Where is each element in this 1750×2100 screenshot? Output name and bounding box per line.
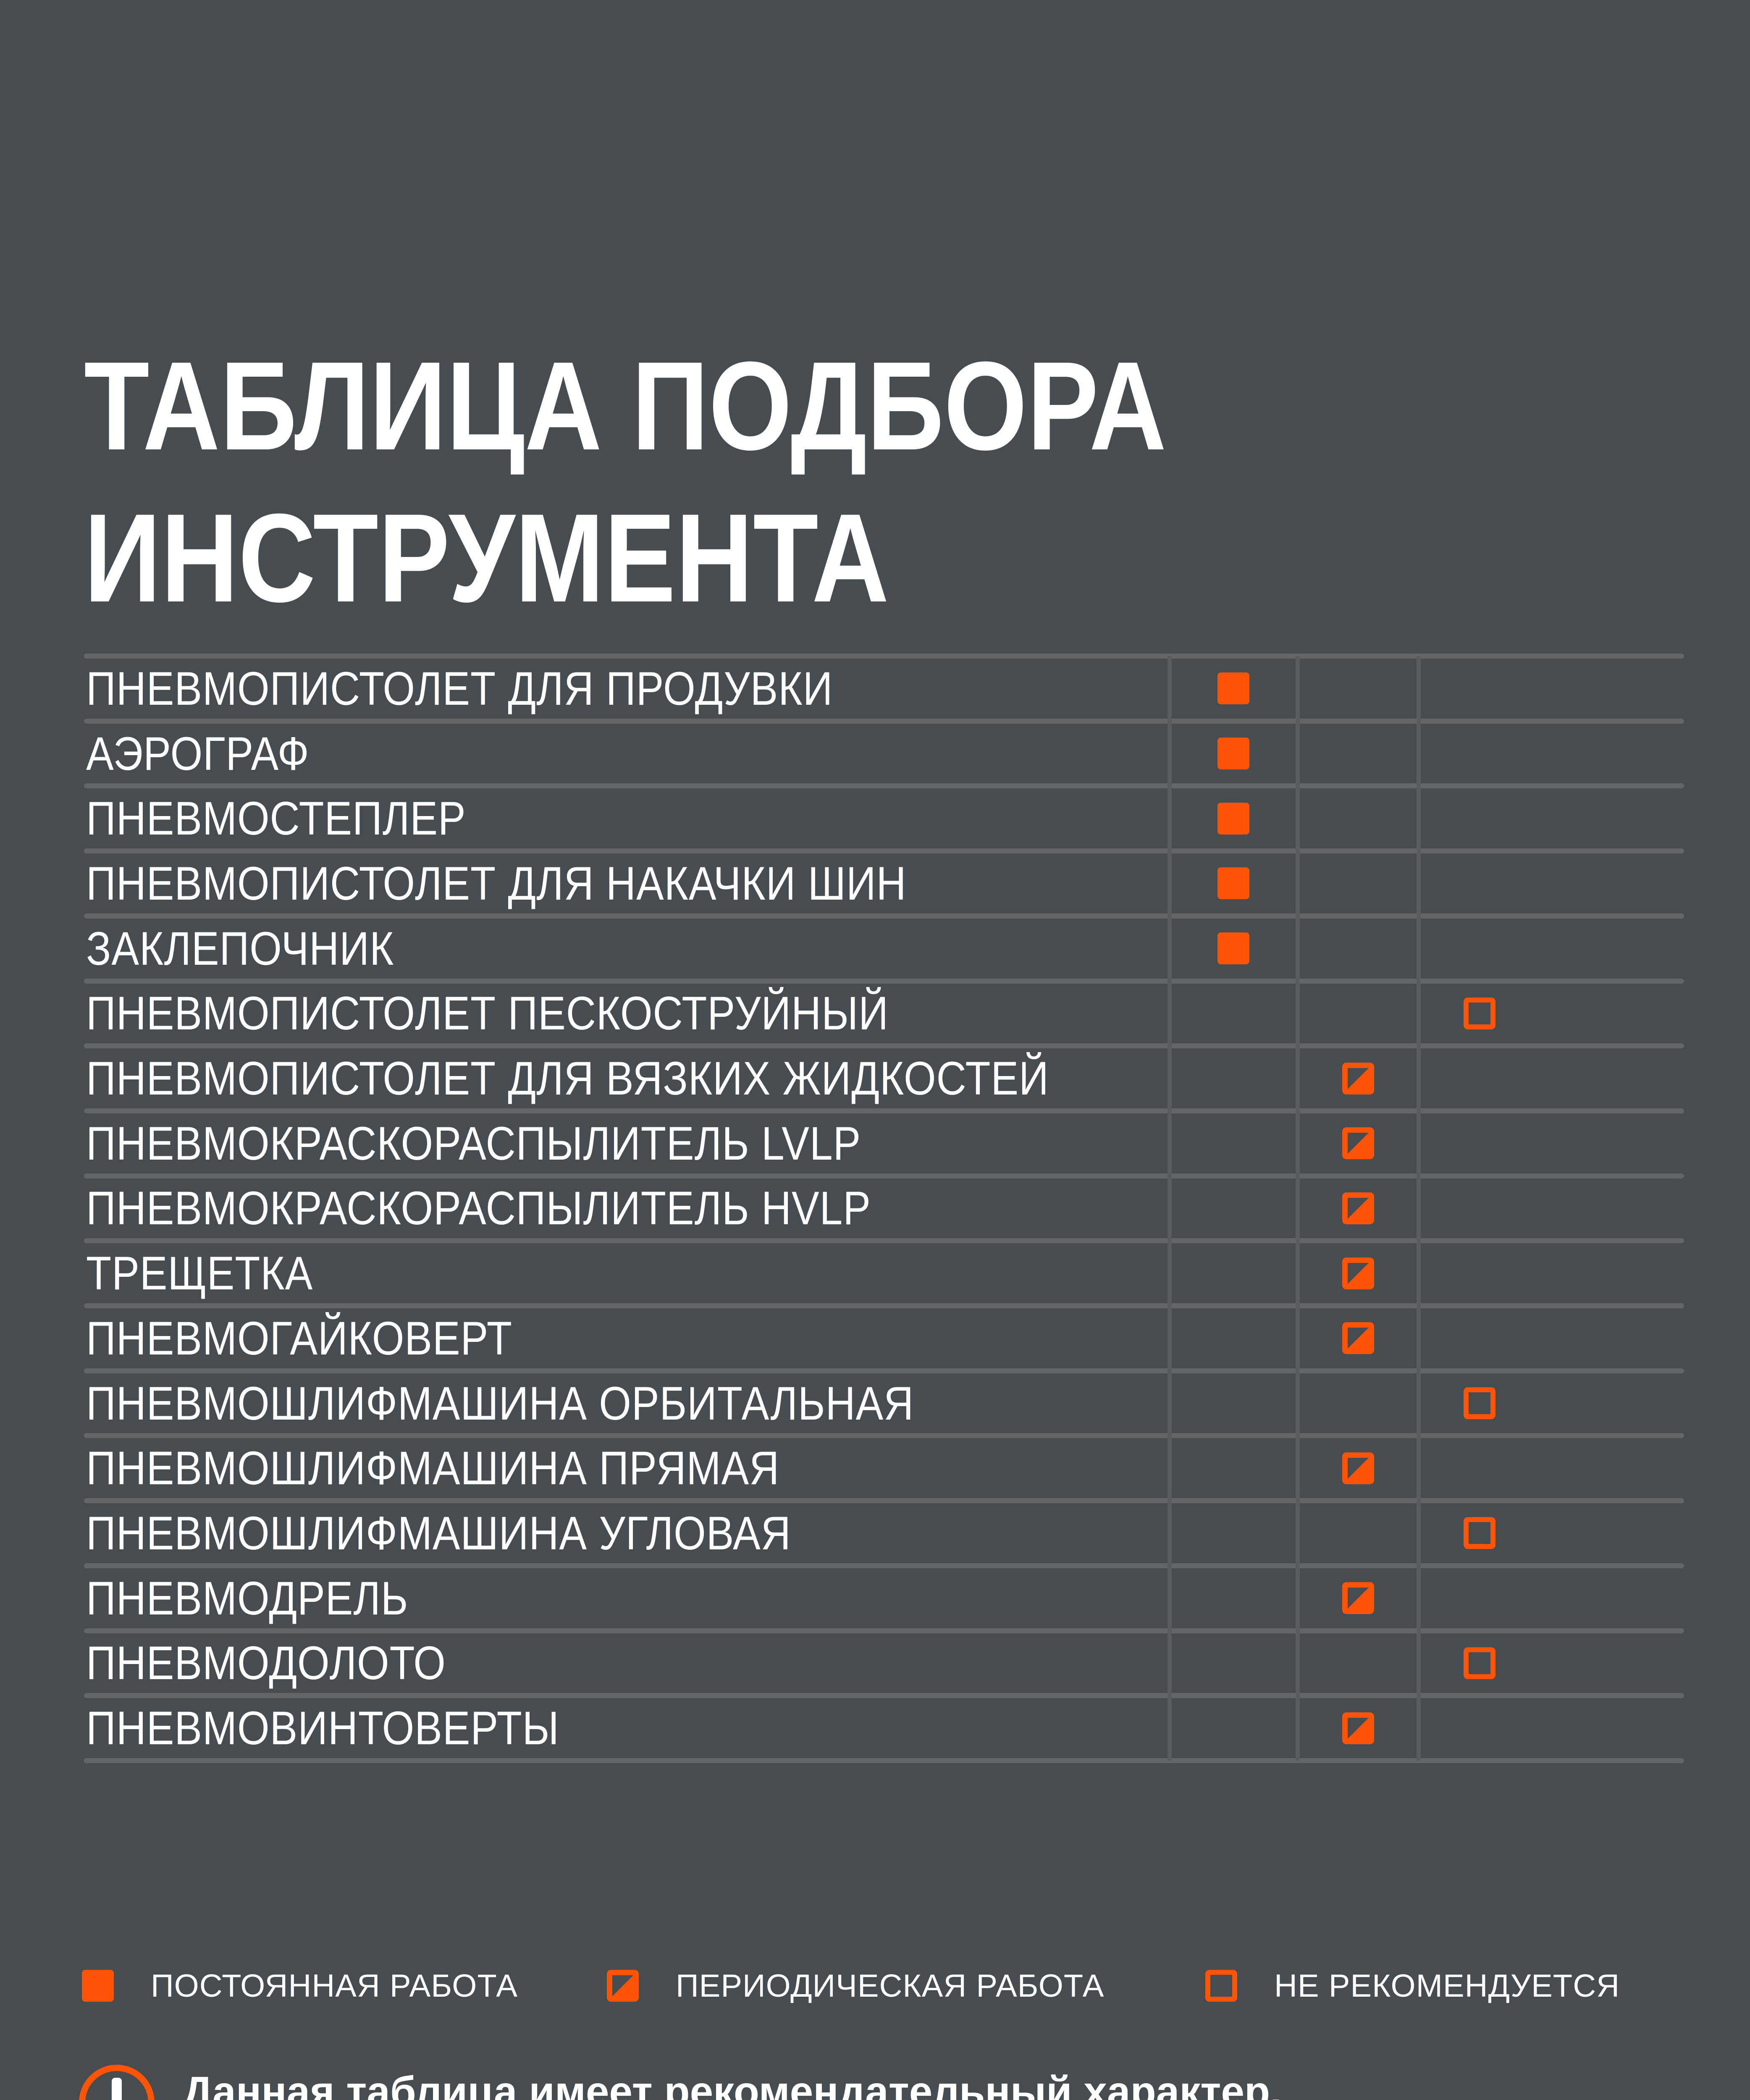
outline-square-icon xyxy=(1205,1970,1237,2002)
filled-square-icon xyxy=(1217,672,1249,705)
table-row: ПНЕВМОДОЛОТО xyxy=(84,1633,1684,1693)
row-separator-line xyxy=(84,913,1684,919)
row-separator-line xyxy=(84,718,1684,724)
tool-name-label: АЭРОГРАФ xyxy=(86,727,310,780)
table-row: ПНЕВМОШЛИФМАШИНА УГЛОВАЯ xyxy=(84,1503,1684,1563)
tool-name-label: ПНЕВМОПИСТОЛЕТ ПЕСКОСТРУЙНЫЙ xyxy=(86,987,889,1040)
row-separator-line xyxy=(84,783,1684,789)
table-row: ПНЕВМОКРАСКОРАСПЫЛИТЕЛЬ HVLP xyxy=(84,1179,1684,1239)
tool-name-label: ПНЕВМОШЛИФМАШИНА УГЛОВАЯ xyxy=(86,1507,791,1559)
tool-name-label: ПНЕВМОШЛИФМАШИНА ОРБИТАЛЬНАЯ xyxy=(86,1377,914,1430)
outline-square-icon xyxy=(1464,1517,1496,1549)
tool-name-label: ПНЕВМОКРАСКОРАСПЫЛИТЕЛЬ HVLP xyxy=(86,1182,871,1235)
note-text: Данная таблица имеет рекомендательный ха… xyxy=(183,2070,1493,2100)
tool-name-label: ПНЕВМОКРАСКОРАСПЫЛИТЕЛЬ LVLP xyxy=(86,1117,861,1170)
outline-square-icon xyxy=(1464,1647,1496,1679)
half-filled-square-icon xyxy=(1342,1192,1374,1224)
row-separator-line xyxy=(84,1368,1684,1373)
row-separator-line xyxy=(84,1173,1684,1179)
table-row: ПНЕВМОПИСТОЛЕТ ДЛЯ ПРОДУВКИ xyxy=(84,659,1684,719)
legend-item: НЕ РЕКОМЕНДУЕТСЯ xyxy=(1205,1968,1620,2004)
table-row: ТРЕЩЕТКА xyxy=(84,1243,1684,1303)
half-filled-square-icon xyxy=(1342,1257,1374,1289)
table-row: ПНЕВМОГАЙКОВЕРТ xyxy=(84,1308,1684,1368)
table-row: ПНЕВМОДРЕЛЬ xyxy=(84,1568,1684,1628)
tool-name-label: ЗАКЛЕПОЧНИК xyxy=(86,922,394,975)
legend-label: ПЕРИОДИЧЕСКАЯ РАБОТА xyxy=(676,1968,1105,2004)
column-separator-line xyxy=(1168,656,1172,1761)
table-row: ПНЕВМОШЛИФМАШИНА ОРБИТАЛЬНАЯ xyxy=(84,1373,1684,1433)
tool-name-label: ПНЕВМОДОЛОТО xyxy=(86,1637,446,1690)
half-filled-square-icon xyxy=(1342,1127,1374,1160)
half-filled-square-icon xyxy=(1342,1582,1374,1614)
table-row: ПНЕВМОПИСТОЛЕТ ДЛЯ НАКАЧКИ ШИН xyxy=(84,853,1684,914)
table-row: АЭРОГРАФ xyxy=(84,724,1684,784)
tool-name-label: ПНЕВМОДРЕЛЬ xyxy=(86,1572,409,1625)
row-separator-line xyxy=(84,1498,1684,1504)
row-separator-line xyxy=(84,978,1684,984)
column-separator-line xyxy=(1417,656,1421,1761)
outline-square-icon xyxy=(1464,1387,1496,1420)
table-row: ПНЕВМОШЛИФМАШИНА ПРЯМАЯ xyxy=(84,1438,1684,1498)
row-separator-line xyxy=(84,1433,1684,1438)
tool-name-label: ПНЕВМОПИСТОЛЕТ ДЛЯ ВЯЗКИХ ЖИДКОСТЕЙ xyxy=(86,1052,1049,1105)
tool-name-label: ПНЕВМОШЛИФМАШИНА ПРЯМАЯ xyxy=(86,1442,780,1495)
row-separator-line xyxy=(84,848,1684,854)
tool-selection-table: ПНЕВМОПИСТОЛЕТ ДЛЯ ПРОДУВКИ АЭРОГРАФ ПНЕВМ… xyxy=(84,654,1684,1763)
row-separator-line xyxy=(84,654,1684,659)
exclamation-stem xyxy=(112,2078,122,2100)
filled-square-icon xyxy=(1217,867,1249,900)
tool-name-label: ПНЕВМОПИСТОЛЕТ ДЛЯ ПРОДУВКИ xyxy=(86,662,833,715)
table-row: ПНЕВМОКРАСКОРАСПЫЛИТЕЛЬ LVLP xyxy=(84,1113,1684,1173)
page-title-line2: ИНСТРУМЕНТА xyxy=(84,487,889,628)
filled-square-icon xyxy=(1217,932,1249,965)
row-separator-line xyxy=(84,1693,1684,1698)
half-filled-square-icon xyxy=(1342,1712,1374,1744)
exclamation-circle-icon xyxy=(79,2065,155,2100)
page-title-line1: ТАБЛИЦА ПОДБОРА xyxy=(84,335,1167,476)
page-title: ТАБЛИЦА ПОДБОРА ИНСТРУМЕНТА xyxy=(84,330,1167,634)
note-line1: Данная таблица имеет рекомендательный ха… xyxy=(183,2068,1282,2100)
row-separator-line xyxy=(84,1563,1684,1568)
table-row: ЗАКЛЕПОЧНИК xyxy=(84,919,1684,979)
table-row: ПНЕВМОПИСТОЛЕТ ДЛЯ ВЯЗКИХ ЖИДКОСТЕЙ xyxy=(84,1048,1684,1108)
tool-name-label: ТРЕЩЕТКА xyxy=(86,1247,313,1300)
filled-square-icon xyxy=(1217,802,1249,835)
legend-label: ПОСТОЯННАЯ РАБОТА xyxy=(151,1968,518,2004)
table-row: ПНЕВМОПИСТОЛЕТ ПЕСКОСТРУЙНЫЙ xyxy=(84,984,1684,1044)
half-filled-square-icon xyxy=(1342,1452,1374,1484)
legend-item: ПОСТОЯННАЯ РАБОТА xyxy=(82,1968,518,2004)
row-separator-line xyxy=(84,1043,1684,1049)
half-filled-square-icon xyxy=(607,1970,639,2002)
filled-square-icon xyxy=(82,1970,114,2002)
outline-square-icon xyxy=(1464,997,1496,1029)
table-row: ПНЕВМОВИНТОВЕРТЫ xyxy=(84,1698,1684,1758)
row-separator-line xyxy=(84,1303,1684,1308)
legend-item: ПЕРИОДИЧЕСКАЯ РАБОТА xyxy=(607,1968,1105,2004)
column-separator-line xyxy=(1296,656,1300,1761)
row-separator-line xyxy=(84,1758,1684,1763)
tool-name-label: ПНЕВМОПИСТОЛЕТ ДЛЯ НАКАЧКИ ШИН xyxy=(86,857,907,910)
tool-name-label: ПНЕВМОГАЙКОВЕРТ xyxy=(86,1312,512,1365)
tool-name-label: ПНЕВМОСТЕПЛЕР xyxy=(86,792,466,845)
half-filled-square-icon xyxy=(1342,1322,1374,1354)
legend: ПОСТОЯННАЯ РАБОТА ПЕРИОДИЧЕСКАЯ РАБОТА НЕ … xyxy=(0,1968,1750,2004)
table-row: ПНЕВМОСТЕПЛЕР xyxy=(84,788,1684,848)
row-separator-line xyxy=(84,1628,1684,1633)
row-separator-line xyxy=(84,1238,1684,1244)
filled-square-icon xyxy=(1217,738,1249,770)
tool-name-label: ПНЕВМОВИНТОВЕРТЫ xyxy=(86,1702,559,1755)
legend-label: НЕ РЕКОМЕНДУЕТСЯ xyxy=(1274,1968,1620,2004)
row-separator-line xyxy=(84,1108,1684,1113)
half-filled-square-icon xyxy=(1342,1062,1374,1095)
